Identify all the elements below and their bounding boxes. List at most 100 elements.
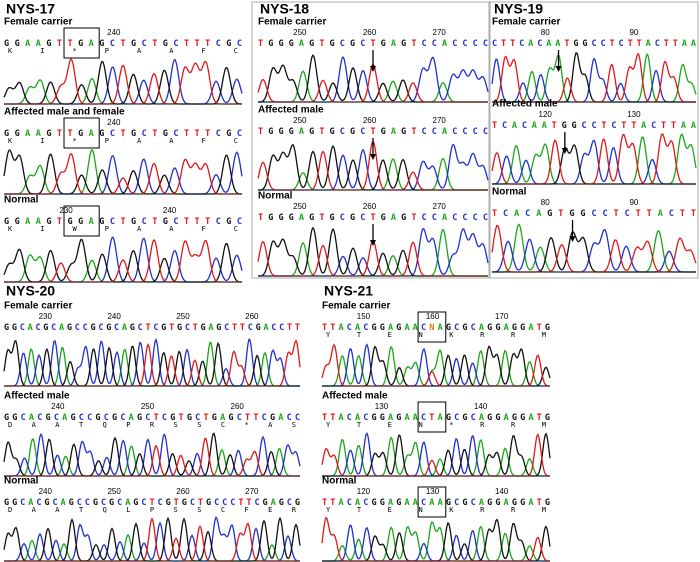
trace — [4, 254, 242, 283]
ruler-number: 240 — [107, 312, 121, 321]
ruler-number: 120 — [357, 487, 371, 496]
ruler-number: 120 — [539, 110, 553, 119]
trace — [492, 139, 696, 185]
trace — [492, 143, 696, 185]
subpanel-label: Normal — [4, 195, 39, 206]
ruler-number: 140 — [474, 402, 488, 411]
panel-title: NYS-21 — [324, 283, 373, 299]
ruler-number: 130 — [627, 110, 641, 119]
trace — [4, 238, 242, 283]
ruler-number: 250 — [293, 28, 307, 37]
arrow-head — [555, 66, 562, 72]
ruler-number: 90 — [629, 28, 638, 37]
subpanel-label: Normal — [258, 191, 293, 202]
ruler-number: 260 — [245, 312, 259, 321]
amino-acids: Y T E N K R R M — [326, 506, 546, 514]
trace — [3, 432, 300, 477]
amino-acids: D A A T Q P R S S C * A S — [8, 421, 296, 429]
trace — [4, 152, 242, 195]
subpanel-label: Female carrier — [258, 17, 326, 28]
panel-title: NYS-20 — [6, 283, 55, 299]
trace — [258, 157, 488, 191]
trace — [4, 58, 242, 105]
subpanel-label: Normal — [4, 476, 39, 487]
trace — [3, 516, 301, 562]
mutation-box — [417, 311, 447, 343]
mutation-box — [417, 486, 447, 518]
ruler-number: 270 — [245, 487, 259, 496]
ruler-number: 260 — [363, 28, 377, 37]
arrow-head — [569, 236, 576, 242]
subpanel-label: Female carrier — [4, 301, 72, 312]
ruler-number: 270 — [433, 202, 447, 211]
panel-border — [488, 1, 699, 279]
mutation-box — [63, 205, 100, 237]
ruler-number: 80 — [541, 198, 550, 207]
ruler-number: 250 — [176, 312, 190, 321]
ruler-number: 240 — [107, 28, 121, 37]
ruler-number: 270 — [433, 28, 447, 37]
mutation-box — [417, 401, 447, 433]
ruler-number: 240 — [163, 206, 177, 215]
arrow-head — [561, 148, 568, 154]
amino-acids: K I * P A A F C — [8, 47, 238, 55]
panel-title: NYS-18 — [260, 1, 309, 17]
amino-acids: Y T E N K R R M — [326, 331, 546, 339]
panel-title: NYS-19 — [494, 1, 543, 17]
trace — [4, 77, 242, 105]
trace — [491, 57, 696, 103]
amino-acids: K I * P A A F C — [8, 137, 238, 145]
ruler-number: 90 — [629, 198, 638, 207]
ruler-number: 140 — [495, 487, 509, 496]
mutation-box — [63, 117, 100, 149]
trace — [492, 229, 696, 273]
arrow-head — [370, 154, 376, 160]
subpanel-label: Female carrier — [4, 17, 72, 28]
ruler-number: 250 — [141, 402, 155, 411]
trace — [4, 533, 300, 562]
amino-acids: D A A T Q L P S S C F E R — [8, 506, 297, 514]
ruler-number: 230 — [39, 312, 53, 321]
subpanel-label: Affected male — [258, 105, 324, 116]
subpanel-label: Affected male and female — [4, 107, 125, 118]
trace — [322, 520, 550, 562]
trace — [3, 149, 242, 195]
arrow-head — [370, 240, 376, 246]
amino-acids: K I W P A A F C — [8, 225, 238, 233]
ruler-number: 240 — [51, 402, 65, 411]
subpanel-label: Female carrier — [492, 17, 560, 28]
trace — [4, 517, 300, 562]
ruler-number: 270 — [433, 116, 447, 125]
subpanel-label: Affected male — [492, 99, 558, 110]
ruler-number: 80 — [541, 28, 550, 37]
ruler-number: 130 — [426, 487, 440, 496]
ruler-number: 240 — [107, 118, 121, 127]
ruler-number: 250 — [293, 116, 307, 125]
trace — [258, 70, 488, 103]
arrow-head — [370, 66, 376, 72]
ruler-number: 260 — [363, 202, 377, 211]
trace — [4, 151, 243, 195]
ruler-number: 250 — [107, 487, 121, 496]
subpanel-label: Affected male — [322, 391, 388, 402]
ruler-number: 230 — [59, 206, 73, 215]
ruler-number: 130 — [375, 402, 389, 411]
ruler-number: 250 — [293, 202, 307, 211]
ruler-number: 170 — [495, 312, 509, 321]
ruler-number: 150 — [357, 312, 371, 321]
panel-border — [251, 1, 491, 279]
subpanel-label: Affected male — [4, 391, 70, 402]
amino-acids: Y T E N * R R M — [326, 421, 546, 429]
